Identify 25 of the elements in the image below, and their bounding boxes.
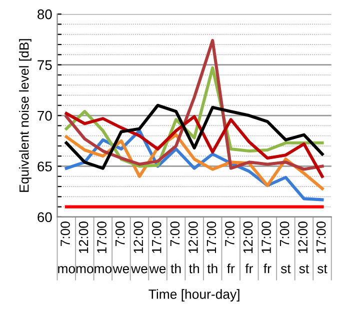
category-label: 7:00 we (112, 222, 130, 274)
x-tick-label: 17:00 th (206, 222, 218, 274)
y-tick-label: 75 (38, 60, 52, 70)
x-tick-label: 12:00 fr (243, 222, 253, 274)
x-tick-label: 12:00 we (131, 222, 148, 274)
line-series (64, 38, 324, 171)
y-tick-label: 80 (38, 9, 52, 20)
category-label: 7:00 th (170, 222, 181, 274)
x-tick-label: 12:00 mo (76, 222, 94, 274)
x-tick-label: 17:00 we (149, 222, 166, 274)
x-tick-label: 12:00 st (298, 222, 310, 274)
x-tick-label: 17:00 mo (94, 222, 112, 274)
x-tick-label: 17:00 fr (262, 222, 272, 274)
x-axis-title: Time [hour-day] (148, 289, 240, 302)
y-tick-label: 65 (38, 162, 52, 172)
y-axis-title: Equivalent noise level [dB] (19, 39, 32, 192)
category-label: 7:00 mo (58, 222, 76, 274)
line-series (64, 112, 324, 178)
y-tick-label: 60 (38, 212, 52, 222)
line-series (64, 104, 324, 170)
x-tick-label: 17:00 st (316, 222, 328, 274)
x-tick-label: 12:00 th (188, 222, 199, 274)
category-label: 7:00 st (280, 222, 291, 274)
category-label: 7:00 fr (225, 222, 235, 274)
y-tick-label: 70 (38, 110, 52, 121)
